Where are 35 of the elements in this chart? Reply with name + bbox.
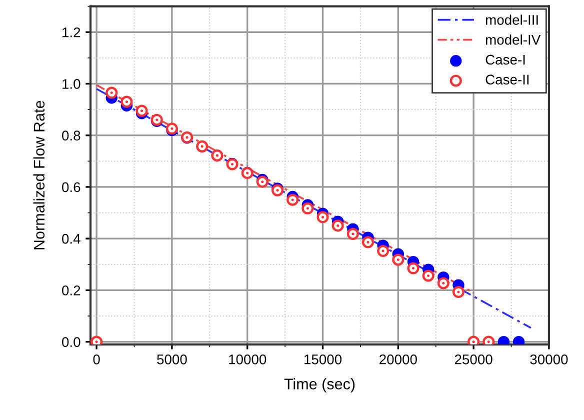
point [302,202,314,214]
point [377,244,390,257]
y-tick-label: 1.0 [62,79,80,89]
legend-label: Case-I [486,54,525,65]
point [136,104,148,117]
x-tick-label: 0 [93,354,100,364]
point [392,254,404,266]
y-tick-label: 0.8 [62,130,80,141]
point [120,96,133,108]
point [452,286,464,298]
legend-label: model-III [486,14,538,25]
y-tick-label: 0.6 [62,182,80,192]
x-tick-label: 10000 [229,354,266,364]
x-tick-label: 5000 [157,354,187,364]
point [362,236,374,248]
x-tick-label: 20000 [380,354,417,364]
point [422,270,434,282]
x-tick-label: 30000 [530,354,568,364]
y-tick-label: 1.2 [62,27,80,38]
y-axis-title: Normalized Flow Rate [33,100,45,250]
point [346,228,359,240]
point [316,211,329,224]
x-tick-label: 25000 [454,354,492,364]
y-tick-label: 0.4 [62,234,80,244]
x-tick-label: 15000 [304,354,342,364]
point [286,194,299,206]
point [106,86,118,99]
point [437,277,450,290]
x-axis-title: Time (sec) [284,378,355,392]
legend-label: model-IV [486,34,541,45]
point [407,262,420,274]
legend-label: Case-II [486,74,529,85]
point [332,220,344,232]
y-tick-label: 0.0 [62,337,80,347]
y-tick-label: 0.2 [62,286,80,296]
